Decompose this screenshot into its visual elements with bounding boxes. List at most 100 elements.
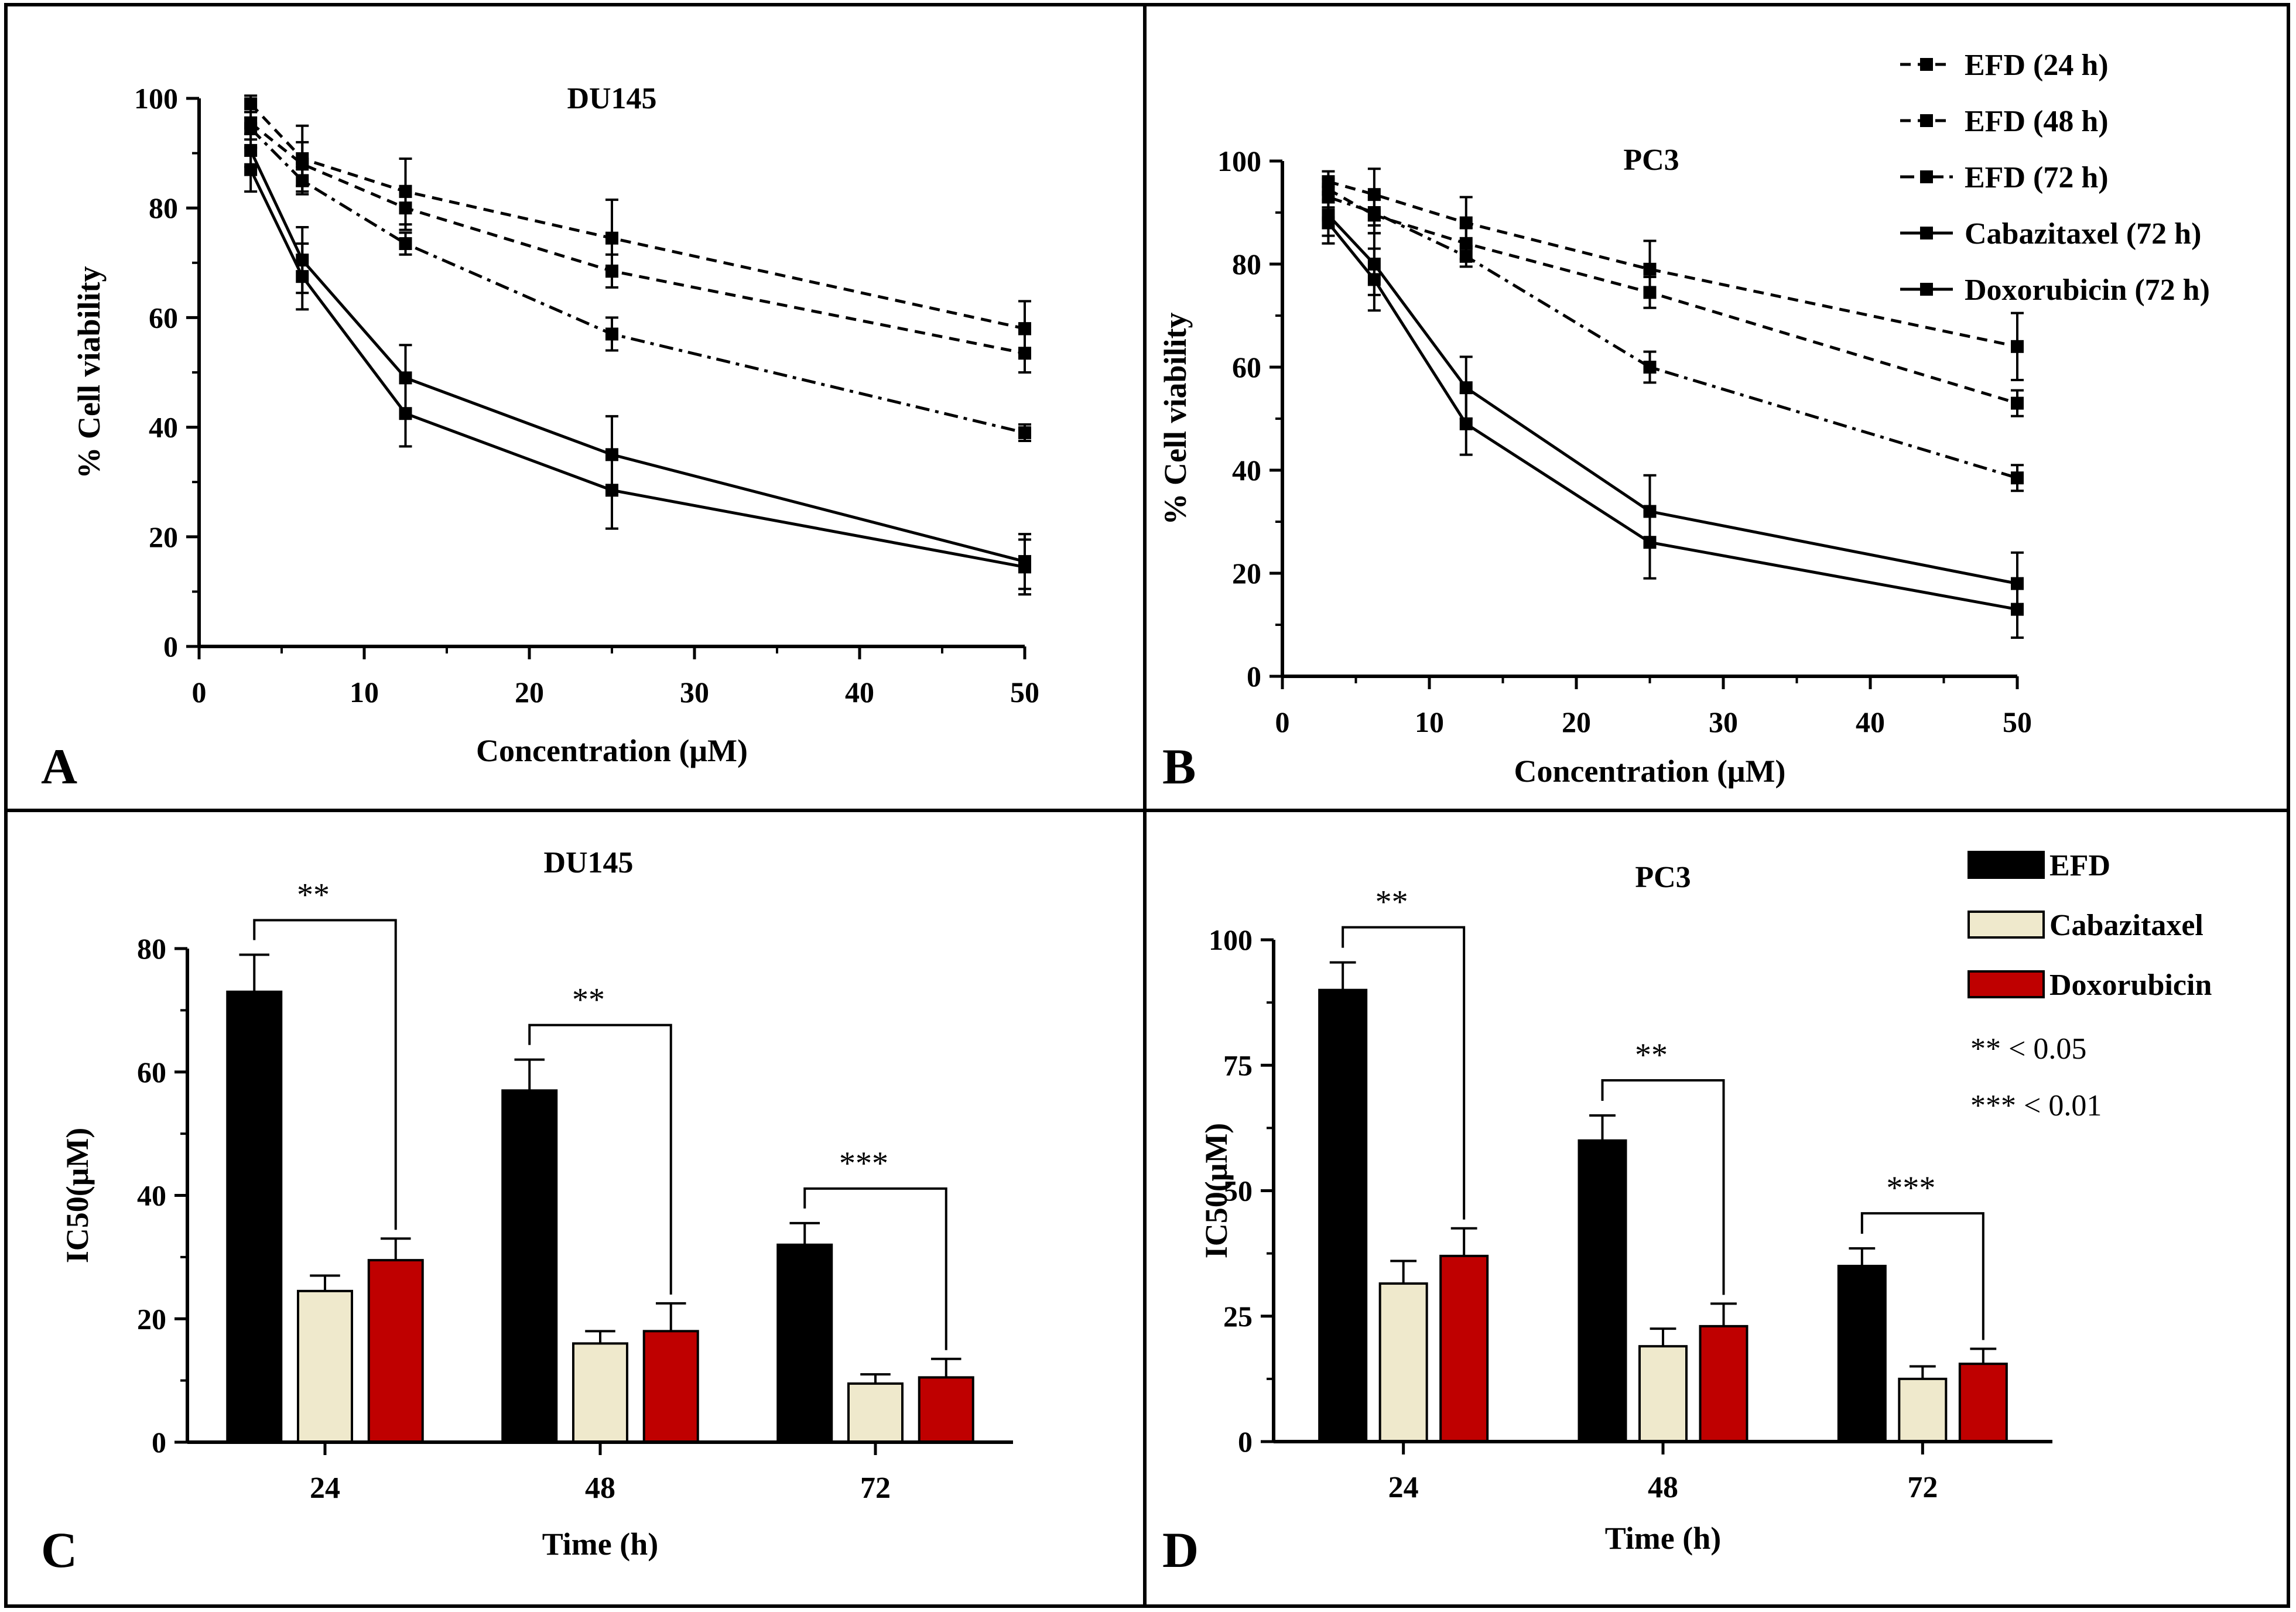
series-efd-72-h-	[244, 116, 1031, 442]
y-tick-label: 25	[1223, 1300, 1253, 1333]
x-axis-label: Concentration (μM)	[476, 733, 748, 768]
y-tick-label: 20	[137, 1302, 166, 1335]
significance-key-line: *** < 0.01	[1970, 1089, 2102, 1122]
significance-stars: **	[297, 877, 330, 913]
series-line	[249, 127, 1025, 434]
series-cabazitaxel-72-h-	[244, 132, 1031, 590]
data-point	[1459, 249, 1473, 263]
significance-key-line: ** < 0.05	[1970, 1032, 2086, 1066]
x-tick-label: 48	[585, 1471, 615, 1505]
legend-label: Cabazitaxel	[2049, 909, 2203, 942]
bar	[642, 1330, 699, 1443]
significance-stars: **	[572, 982, 605, 1018]
bar	[226, 990, 283, 1443]
y-tick-label: 100	[1217, 145, 1261, 177]
x-tick-label: 30	[1709, 706, 1738, 738]
significance-bracket: **	[1601, 1037, 1725, 1295]
chart-b-pc3-viability: 0 10 20 30 40 50 0 20 40 60 80 100 PC3 Concentration …	[1158, 143, 2032, 789]
bar	[501, 1089, 558, 1444]
legend-label: EFD (72 h)	[1965, 161, 2109, 194]
panel-letter-c: C	[41, 1522, 77, 1578]
x-tick-label: 24	[310, 1471, 340, 1505]
bar	[1699, 1324, 1748, 1443]
series-line	[249, 169, 1025, 569]
data-point	[605, 264, 618, 278]
x-axis-label: Time (h)	[542, 1527, 659, 1562]
x-tick-label: 20	[515, 676, 544, 709]
legend-line-series: EFD (24 h) EFD (48 h) EFD (72 h) Cabazitaxe…	[1900, 49, 2210, 307]
y-tick-label: 0	[152, 1426, 166, 1459]
data-point	[244, 97, 258, 111]
y-tick-label: 100	[134, 82, 178, 115]
significance-bracket: ***	[803, 1145, 947, 1350]
series-line	[1327, 180, 2018, 348]
series-doxorubicin-72-h-	[244, 146, 1031, 596]
y-tick-label: 80	[149, 191, 178, 224]
legend-label: EFD (24 h)	[1965, 49, 2109, 82]
data-point	[1018, 426, 1031, 439]
x-axis-label: Time (h)	[1605, 1521, 1722, 1556]
legend-label: Doxorubicin (72 h)	[1965, 273, 2210, 307]
data-point	[2011, 471, 2024, 485]
series-line	[249, 149, 1025, 563]
legend-item: Doxorubicin	[1967, 968, 2212, 1002]
bracket-line	[1601, 1079, 1725, 1295]
bar	[1439, 1254, 1489, 1443]
data-point	[244, 122, 258, 135]
data-point	[605, 231, 618, 245]
significance-stars: **	[1635, 1037, 1668, 1073]
y-tick-label: 80	[137, 932, 166, 965]
legend-item: Cabazitaxel (72 h)	[1900, 217, 2201, 251]
significance-key: ** < 0.05 *** < 0.01	[1970, 1032, 2102, 1122]
data-point	[2011, 396, 2024, 410]
significance-bracket: **	[253, 877, 397, 1230]
data-point	[296, 270, 309, 283]
data-point	[399, 407, 412, 420]
data-point	[399, 237, 412, 251]
x-tick-label: 50	[1010, 676, 1039, 709]
series-efd-48-h-	[244, 111, 1031, 374]
series-line	[1327, 214, 2018, 586]
series-cabazitaxel	[1378, 1260, 1948, 1443]
series-efd-48-h-	[1322, 177, 2024, 417]
data-point	[2011, 603, 2024, 616]
legend-marker	[1920, 170, 1933, 183]
bar	[1318, 988, 1368, 1443]
chart-title: DU145	[567, 82, 656, 115]
series-doxorubicin	[1439, 1227, 2008, 1443]
data-point	[605, 327, 618, 341]
bar	[1898, 1377, 1948, 1443]
data-point	[1459, 417, 1473, 430]
legend-item: Cabazitaxel	[1967, 909, 2203, 942]
data-point	[1367, 273, 1381, 286]
legend-label: EFD (48 h)	[1965, 105, 2109, 138]
chart-a-du145-viability: 0 10 20 30 40 50 0 20 40 60 80 100 DU145 Concentratio…	[71, 82, 1039, 768]
x-tick-label: 40	[845, 676, 874, 709]
y-tick-label: 100	[1209, 923, 1253, 956]
bracket-line	[803, 1187, 947, 1350]
bracket-line	[1860, 1212, 1984, 1340]
chart-title: DU145	[543, 846, 633, 879]
significance-stars: ***	[839, 1145, 888, 1182]
y-tick-label: 40	[1232, 454, 1261, 487]
y-tick-label: 0	[1247, 660, 1261, 693]
y-axis-label: % Cell viability	[71, 266, 107, 479]
x-tick-label: 24	[1388, 1471, 1419, 1504]
y-tick-label: 75	[1223, 1049, 1253, 1081]
significance-stars: ***	[1886, 1170, 1935, 1206]
y-tick-label: 0	[163, 630, 178, 663]
y-tick-label: 0	[1238, 1425, 1253, 1458]
data-point	[1018, 347, 1031, 360]
bar	[1578, 1139, 1627, 1443]
x-tick-label: 72	[1907, 1471, 1938, 1504]
chart-title: PC3	[1635, 861, 1691, 894]
x-tick-label: 10	[350, 676, 379, 709]
y-axis-label: % Cell viability	[1158, 313, 1193, 525]
x-axis-label: Concentration (μM)	[1514, 754, 1785, 789]
panel-frame	[4, 3, 2290, 1608]
x-tick-label: 10	[1415, 706, 1444, 738]
data-point	[1459, 216, 1473, 230]
